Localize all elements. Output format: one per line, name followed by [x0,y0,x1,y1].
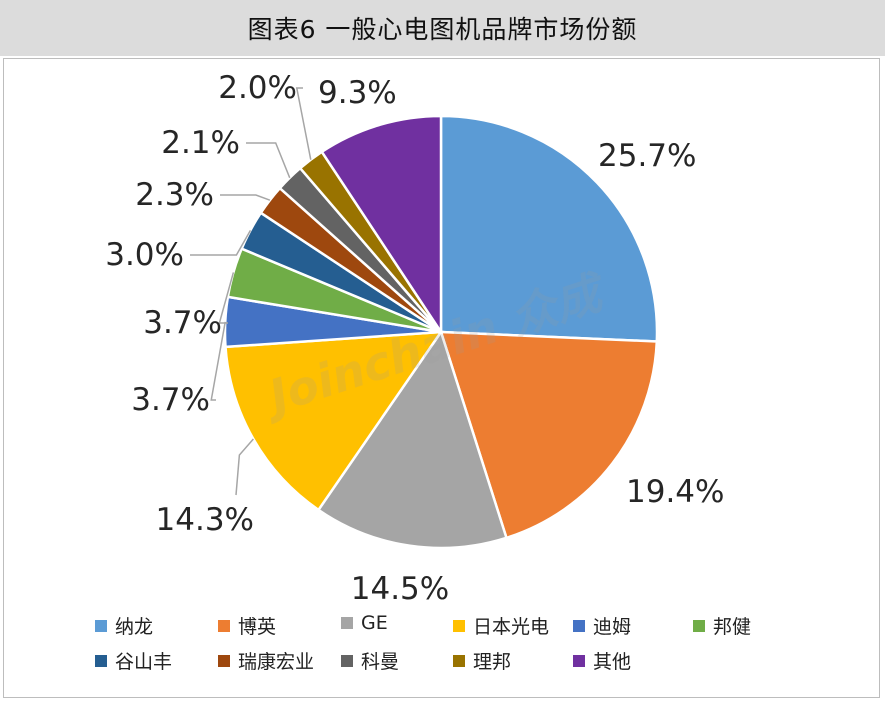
legend-swatch [693,619,705,632]
legend-item: 日本光电 [453,612,549,639]
slice-label: 3.7% [131,382,210,418]
legend-label: 日本光电 [473,616,550,638]
legend-label: 博英 [238,616,277,638]
legend-item: 科曼 [341,647,399,674]
pie-slice [320,114,443,337]
leader-line [235,438,254,496]
legend-swatch [341,654,353,667]
slice-label: 25.7% [598,138,696,174]
leader-line [210,321,226,401]
slice-label: 9.3% [318,75,397,111]
pie-slice [224,330,444,512]
slice-label: 2.0% [218,70,297,106]
legend-item: GE [341,612,388,634]
pie-slice [316,329,509,550]
legend-swatch [573,619,585,632]
legend-item: 博英 [218,612,276,639]
slice-label: 3.7% [143,305,222,341]
legend-swatch [453,654,465,667]
slice-label: 14.3% [156,502,254,538]
slice-label: 2.3% [135,177,214,213]
legend-item: 理邦 [453,647,511,674]
legend-swatch [341,617,353,629]
slice-label: 3.0% [105,237,184,273]
legend-label: 理邦 [473,651,512,673]
legend-swatch [573,654,585,667]
pie-slice [439,114,659,343]
slice-label: 19.4% [626,474,724,510]
legend-label: 纳龙 [115,616,154,638]
legend-label: 迪姆 [593,616,632,638]
legend-item: 迪姆 [573,612,631,639]
legend-label: 科曼 [361,651,400,673]
legend-swatch [218,619,230,632]
legend-item: 瑞康宏业 [218,647,314,674]
leader-line [295,87,312,160]
pie-slice [439,330,659,540]
legend-item: 谷山丰 [95,647,172,674]
legend-swatch [95,654,107,667]
legend-label: 其他 [593,651,632,673]
legend-label: 邦健 [713,616,752,638]
chart-title: 图表6 一般心电图机品牌市场份额 [247,15,638,44]
slice-label: 14.5% [351,571,449,607]
legend-item: 其他 [573,647,631,674]
legend-swatch [95,619,107,632]
legend-swatch [218,654,230,667]
leader-line [218,272,235,324]
slice-label: 2.1% [161,125,240,161]
legend-label: GE [361,612,388,634]
legend-item: 纳龙 [95,612,153,639]
leader-line [220,194,271,201]
leader-line [246,142,291,179]
legend-swatch [453,619,465,632]
title-bar: 图表6 一般心电图机品牌市场份额 [0,0,885,56]
legend-label: 谷山丰 [115,651,173,673]
legend-label: 瑞康宏业 [238,651,315,673]
leader-line [190,229,252,256]
legend-item: 邦健 [693,612,751,639]
